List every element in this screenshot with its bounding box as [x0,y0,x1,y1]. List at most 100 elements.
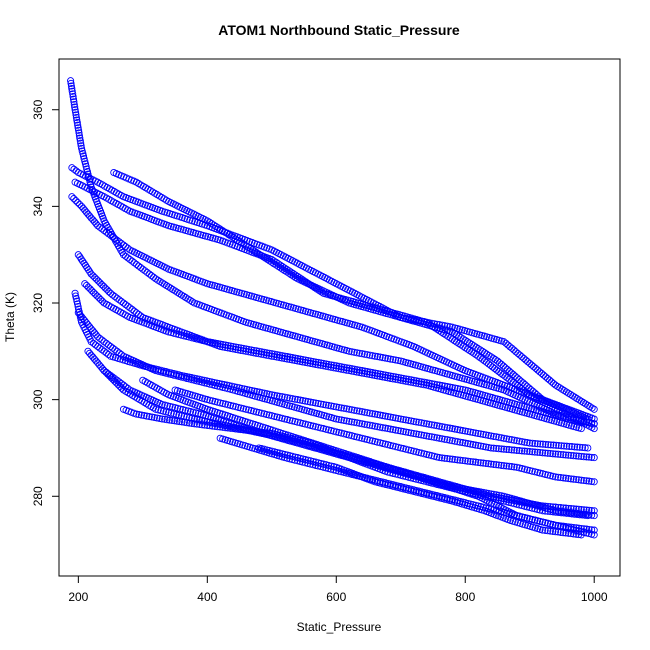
data-point [573,443,581,451]
data-point [314,459,322,467]
data-point [335,403,343,411]
data-point [170,371,178,379]
data-point [541,526,549,534]
data-point [86,212,94,220]
data-point [73,297,81,305]
data-point [90,288,98,297]
data-point [69,90,77,98]
data-point [412,377,420,385]
data-point [312,358,320,366]
data-point [76,134,84,142]
data-point [379,354,387,362]
data-point [453,456,462,464]
data-point [502,435,511,443]
data-point [79,152,88,160]
data-point [504,341,512,349]
data-point [559,508,567,516]
data-point [255,347,263,355]
data-point [554,450,562,458]
data-point [456,456,464,464]
data-point [508,446,516,454]
data-point [523,447,531,455]
data-point [353,419,361,427]
data-point [438,321,446,329]
data-point [544,441,552,449]
data-point [441,382,449,390]
y-tick-label: 320 [31,293,45,313]
data-point [242,405,250,413]
data-point [423,420,431,428]
data-point [438,382,446,390]
data-point [281,352,289,360]
data-point [345,431,353,439]
data-point [90,218,99,226]
data-point [78,144,86,152]
data-point [355,419,364,427]
data-point [91,290,99,298]
data-point [226,342,235,350]
data-point [508,463,516,471]
data-point [469,441,477,449]
data-point [480,357,488,365]
data-point [84,210,92,218]
data-point [482,489,490,497]
data-point [392,443,400,451]
data-point [536,448,544,457]
data-point [590,512,598,520]
data-point [379,370,387,379]
data-point [93,292,101,300]
data-point [536,517,544,525]
data-point [83,281,91,289]
data-point [500,434,508,442]
data-point [188,334,196,342]
data-point [580,476,588,485]
data-point [87,351,95,359]
data-point [554,528,562,536]
data-point [340,416,348,424]
data-point [384,371,392,380]
data-point [572,509,580,517]
data-point [438,423,446,431]
data-point [474,429,482,438]
data-point [564,475,572,483]
data-point [389,413,397,422]
data-point [181,406,189,414]
data-point [415,418,423,426]
data-point [322,360,330,368]
data-point [435,454,443,462]
data-point [350,348,358,356]
data-point [299,355,307,364]
data-point [350,418,358,426]
data-point [565,442,573,450]
data-point [534,366,542,374]
data-point [379,424,387,432]
y-tick-label: 340 [31,196,45,216]
data-point [335,362,343,370]
data-point [384,425,392,433]
data-point [340,430,348,438]
data-point [239,344,247,352]
data-point [567,475,575,483]
data-point [399,445,407,453]
data-point [423,379,431,387]
data-point [443,455,451,463]
data-point [304,421,312,429]
data-point [474,352,482,360]
data-point [366,421,374,429]
data-point [461,457,469,465]
data-point [368,369,376,377]
data-point [464,457,472,465]
x-tick-label: 1000 [581,590,608,604]
data-point [89,216,97,224]
data-point [415,317,423,325]
data-point [585,511,593,519]
data-point [487,444,495,452]
data-point [546,449,554,458]
data-point [363,421,371,429]
data-point [361,408,369,416]
data-point [510,436,518,444]
data-point [477,459,485,467]
data-point [588,511,596,519]
x-axis: 200 400 600 800 1000 [68,575,608,604]
data-point [517,377,525,385]
